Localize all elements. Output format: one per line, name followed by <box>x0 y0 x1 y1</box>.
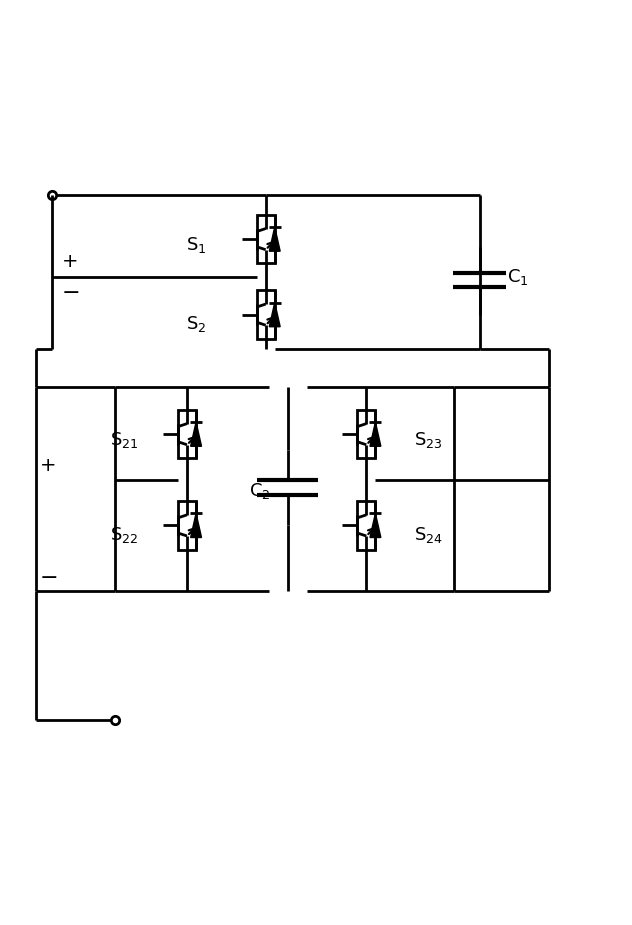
Bar <box>178 410 196 459</box>
Bar <box>357 410 375 459</box>
Text: −: − <box>61 283 80 302</box>
Text: $\mathregular{S_1}$: $\mathregular{S_1}$ <box>186 236 207 255</box>
Polygon shape <box>269 302 280 327</box>
Text: +: + <box>40 456 57 475</box>
Polygon shape <box>370 513 381 537</box>
Text: $\mathregular{S_{23}}$: $\mathregular{S_{23}}$ <box>414 430 442 450</box>
Text: $\mathregular{S_2}$: $\mathregular{S_2}$ <box>186 314 207 334</box>
Text: $\mathregular{C_2}$: $\mathregular{C_2}$ <box>248 481 270 500</box>
Polygon shape <box>191 422 202 446</box>
Bar <box>257 290 275 339</box>
Text: +: + <box>63 252 79 271</box>
Bar <box>357 501 375 549</box>
Text: $\mathregular{C_1}$: $\mathregular{C_1}$ <box>506 267 528 287</box>
Text: $\mathregular{S_{24}}$: $\mathregular{S_{24}}$ <box>413 524 442 545</box>
Bar <box>178 501 196 549</box>
Polygon shape <box>370 422 381 446</box>
Text: −: − <box>39 568 58 587</box>
Polygon shape <box>269 227 280 252</box>
Polygon shape <box>191 513 202 537</box>
Text: $\mathregular{S_{22}}$: $\mathregular{S_{22}}$ <box>110 524 138 545</box>
Text: $\mathregular{S_{21}}$: $\mathregular{S_{21}}$ <box>110 430 138 450</box>
Bar <box>257 215 275 264</box>
